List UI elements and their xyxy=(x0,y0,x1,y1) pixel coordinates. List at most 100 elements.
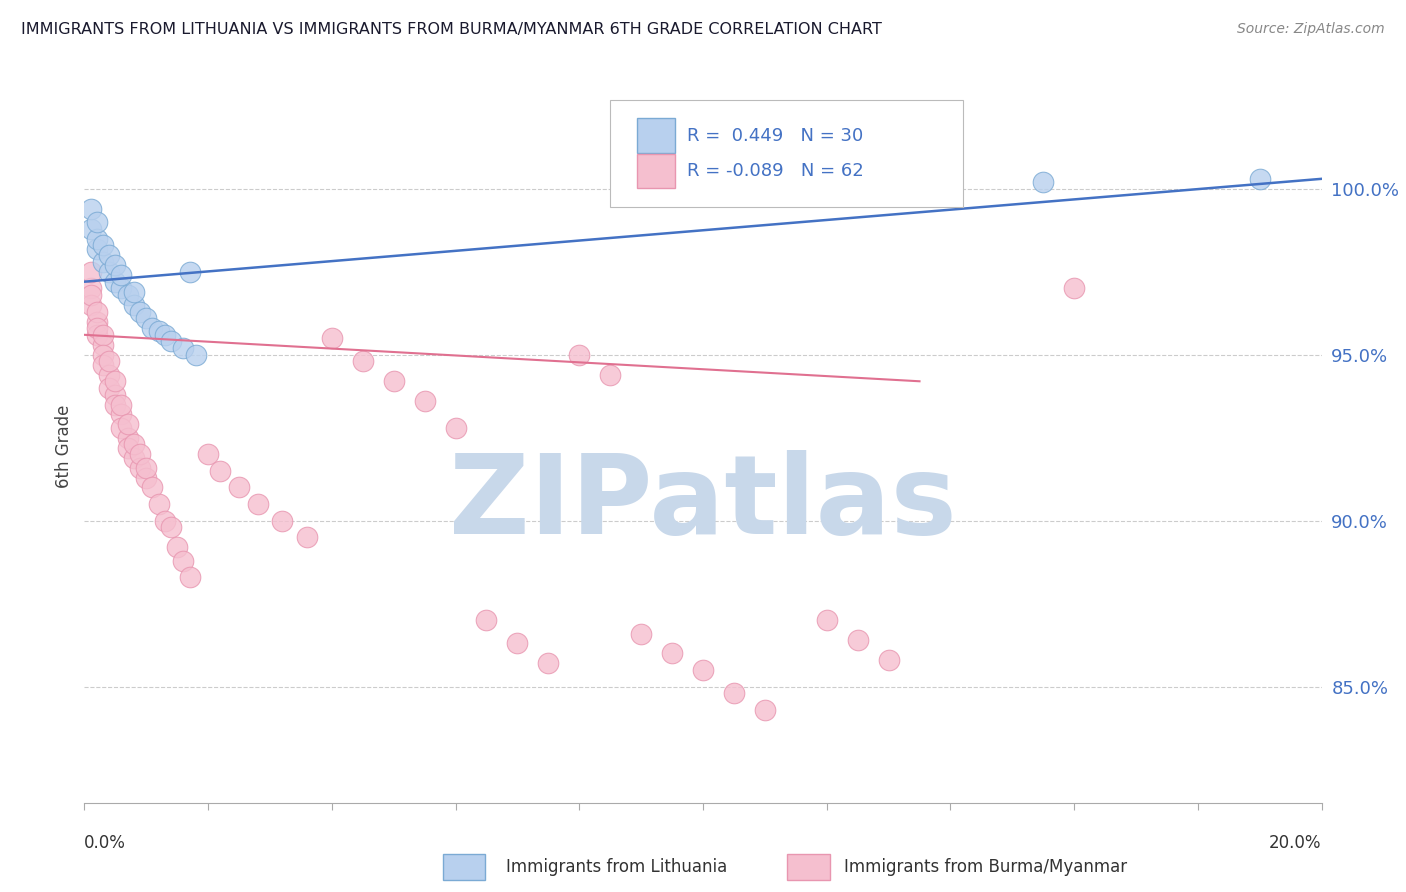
Point xyxy=(271,514,294,528)
Point xyxy=(141,321,163,335)
Point xyxy=(117,441,139,455)
Point xyxy=(599,368,621,382)
Point xyxy=(153,514,176,528)
Point xyxy=(86,327,108,342)
Point xyxy=(153,327,176,342)
Point xyxy=(135,470,157,484)
Text: Immigrants from Burma/Myanmar: Immigrants from Burma/Myanmar xyxy=(844,858,1126,876)
Text: IMMIGRANTS FROM LITHUANIA VS IMMIGRANTS FROM BURMA/MYANMAR 6TH GRADE CORRELATION: IMMIGRANTS FROM LITHUANIA VS IMMIGRANTS … xyxy=(21,22,882,37)
Point xyxy=(630,626,652,640)
Text: R = -0.089   N = 62: R = -0.089 N = 62 xyxy=(688,162,863,180)
Point xyxy=(723,686,745,700)
Point xyxy=(91,338,114,352)
Text: R =  0.449   N = 30: R = 0.449 N = 30 xyxy=(688,127,863,145)
Point xyxy=(179,265,201,279)
Point xyxy=(568,348,591,362)
Point xyxy=(197,447,219,461)
Point xyxy=(110,397,132,411)
Point xyxy=(815,613,838,627)
Point xyxy=(104,397,127,411)
Point xyxy=(122,298,145,312)
Point xyxy=(382,374,405,388)
Point xyxy=(86,242,108,256)
Point xyxy=(172,341,194,355)
Point xyxy=(148,325,170,339)
Text: Source: ZipAtlas.com: Source: ZipAtlas.com xyxy=(1237,22,1385,37)
Point xyxy=(179,570,201,584)
Point xyxy=(91,358,114,372)
Point xyxy=(98,368,121,382)
Point xyxy=(475,613,498,627)
Text: 20.0%: 20.0% xyxy=(1270,834,1322,852)
Text: ZIPatlas: ZIPatlas xyxy=(449,450,957,557)
Point xyxy=(129,447,152,461)
Point xyxy=(692,663,714,677)
Point xyxy=(877,171,900,186)
Point xyxy=(141,481,163,495)
Point xyxy=(104,258,127,272)
Text: Immigrants from Lithuania: Immigrants from Lithuania xyxy=(506,858,727,876)
Bar xyxy=(637,154,675,188)
Point xyxy=(104,387,127,401)
Point xyxy=(135,460,157,475)
Point xyxy=(228,481,250,495)
Point xyxy=(79,298,101,312)
Point xyxy=(91,238,114,252)
Point xyxy=(110,408,132,422)
Point xyxy=(91,327,114,342)
Point xyxy=(352,354,374,368)
Text: 0.0%: 0.0% xyxy=(84,834,127,852)
Point xyxy=(91,254,114,268)
Point xyxy=(86,314,108,328)
Point xyxy=(98,248,121,262)
Point xyxy=(160,334,183,349)
Point xyxy=(79,288,101,302)
Point xyxy=(148,497,170,511)
Point xyxy=(160,520,183,534)
Point xyxy=(506,636,529,650)
Point xyxy=(79,221,101,235)
Point xyxy=(117,417,139,432)
Point xyxy=(98,381,121,395)
Point xyxy=(184,348,207,362)
Point xyxy=(295,530,318,544)
Point xyxy=(1063,281,1085,295)
FancyBboxPatch shape xyxy=(610,100,963,207)
Point xyxy=(166,540,188,554)
Point xyxy=(79,202,101,216)
Y-axis label: 6th Grade: 6th Grade xyxy=(55,404,73,488)
Bar xyxy=(637,119,675,153)
Point xyxy=(110,281,132,295)
Point xyxy=(754,171,776,186)
Point xyxy=(86,231,108,245)
Point xyxy=(117,431,139,445)
Point xyxy=(79,281,101,295)
Point xyxy=(104,275,127,289)
Point xyxy=(86,215,108,229)
Point xyxy=(413,394,436,409)
Point xyxy=(661,171,683,186)
Point xyxy=(754,703,776,717)
Point xyxy=(321,331,343,345)
Point xyxy=(91,348,114,362)
Point xyxy=(86,304,108,318)
Point xyxy=(1032,175,1054,189)
Point xyxy=(110,421,132,435)
Point xyxy=(444,421,467,435)
Point xyxy=(537,657,560,671)
Point xyxy=(129,304,152,318)
Point xyxy=(209,464,232,478)
Point xyxy=(86,321,108,335)
Point xyxy=(110,268,132,282)
Point xyxy=(122,450,145,465)
Point xyxy=(846,633,869,648)
Point xyxy=(98,265,121,279)
Point xyxy=(246,497,269,511)
Point xyxy=(79,265,101,279)
Point xyxy=(877,653,900,667)
Point xyxy=(135,311,157,326)
Point xyxy=(129,460,152,475)
Point xyxy=(117,288,139,302)
Point xyxy=(1249,171,1271,186)
Point xyxy=(661,647,683,661)
